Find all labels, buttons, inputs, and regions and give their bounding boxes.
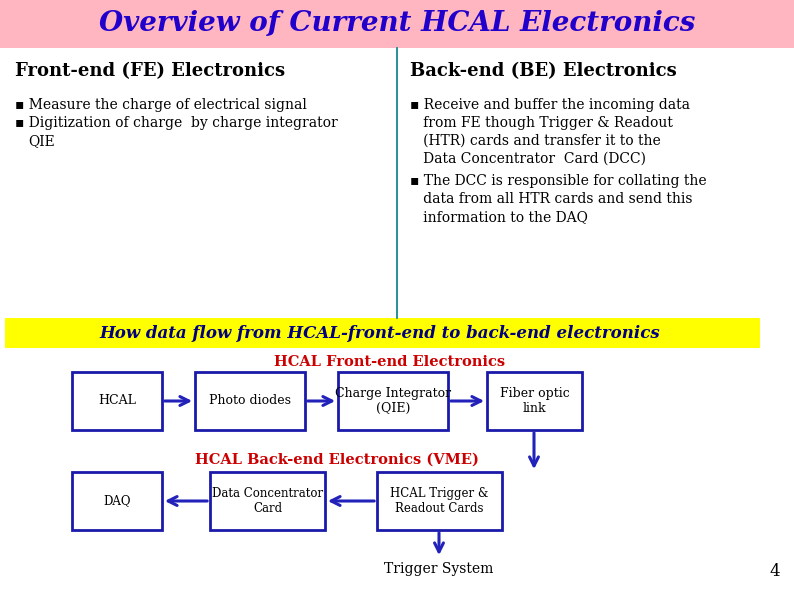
Text: How data flow from HCAL-front-end to back-end electronics: How data flow from HCAL-front-end to bac… xyxy=(99,324,661,342)
Text: Front-end (FE) Electronics: Front-end (FE) Electronics xyxy=(15,62,285,80)
Text: ▪ The DCC is responsible for collating the: ▪ The DCC is responsible for collating t… xyxy=(410,174,707,188)
Text: Photo diodes: Photo diodes xyxy=(209,394,291,408)
Text: DAQ: DAQ xyxy=(103,494,131,508)
Text: information to the DAQ: information to the DAQ xyxy=(410,210,588,224)
Bar xyxy=(72,472,162,530)
Text: ▪ Measure the charge of electrical signal: ▪ Measure the charge of electrical signa… xyxy=(15,98,306,112)
Bar xyxy=(487,372,582,430)
Text: Data Concentrator  Card (DCC): Data Concentrator Card (DCC) xyxy=(410,152,646,166)
Text: data from all HTR cards and send this: data from all HTR cards and send this xyxy=(410,192,692,206)
Text: Charge Integrator
(QIE): Charge Integrator (QIE) xyxy=(335,387,451,415)
Text: from FE though Trigger & Readout: from FE though Trigger & Readout xyxy=(410,116,673,130)
Bar xyxy=(0,0,794,48)
Text: Fiber optic
link: Fiber optic link xyxy=(499,387,569,415)
Text: 4: 4 xyxy=(769,563,781,580)
Text: HCAL Front-end Electronics: HCAL Front-end Electronics xyxy=(275,355,506,369)
Text: ▪ Receive and buffer the incoming data: ▪ Receive and buffer the incoming data xyxy=(410,98,690,112)
Bar xyxy=(72,372,162,430)
Text: HCAL Trigger &
Readout Cards: HCAL Trigger & Readout Cards xyxy=(391,487,488,515)
Bar xyxy=(5,318,760,348)
Text: Overview of Current HCAL Electronics: Overview of Current HCAL Electronics xyxy=(98,11,696,37)
Text: HCAL: HCAL xyxy=(98,394,136,408)
Text: Data Concentrator
Card: Data Concentrator Card xyxy=(212,487,323,515)
Bar xyxy=(195,372,305,430)
Text: HCAL Back-end Electronics (VME): HCAL Back-end Electronics (VME) xyxy=(195,453,479,467)
Text: (HTR) cards and transfer it to the: (HTR) cards and transfer it to the xyxy=(410,134,661,148)
Bar xyxy=(377,472,502,530)
Text: Back-end (BE) Electronics: Back-end (BE) Electronics xyxy=(410,62,676,80)
Text: QIE: QIE xyxy=(28,134,55,148)
Text: Trigger System: Trigger System xyxy=(384,562,494,576)
Bar xyxy=(338,372,448,430)
Bar xyxy=(210,472,325,530)
Text: ▪ Digitization of charge  by charge integrator: ▪ Digitization of charge by charge integ… xyxy=(15,116,337,130)
